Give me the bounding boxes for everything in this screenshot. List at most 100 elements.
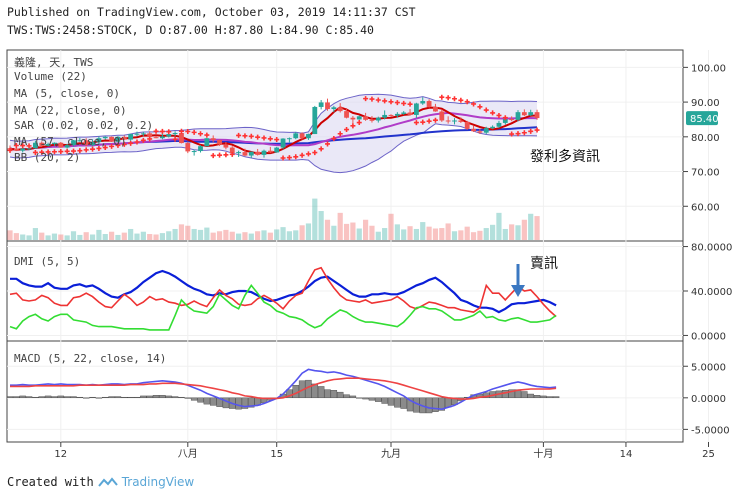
sar-point	[77, 148, 83, 154]
sar-point	[521, 130, 527, 136]
candle-body	[96, 138, 102, 143]
sar-point	[369, 96, 375, 102]
volume-bar	[324, 219, 331, 240]
sar-point	[229, 151, 235, 157]
volume-bar	[331, 225, 337, 240]
candle-body	[115, 136, 121, 142]
candle-body	[52, 142, 57, 145]
sar-point	[350, 123, 356, 129]
sar-point	[394, 100, 400, 106]
candle-body	[77, 140, 83, 142]
footer-brand[interactable]: TradingView	[121, 475, 195, 489]
sar-point	[502, 115, 508, 121]
sar-point	[293, 154, 299, 160]
x-tick-label: 九月	[381, 448, 401, 460]
candle-body	[356, 116, 362, 120]
sar-point	[261, 135, 267, 141]
candle-body	[179, 132, 184, 144]
volume-bar	[534, 216, 540, 240]
volume-bar	[39, 232, 45, 240]
macd-hist-bar	[102, 396, 109, 399]
sar-point	[452, 96, 457, 102]
x-tick-label: 14	[620, 449, 633, 460]
sar-point	[420, 119, 426, 125]
macd-hist-bar	[425, 397, 433, 414]
macd-hist-bar	[171, 396, 179, 399]
bb-upper-line	[9, 93, 538, 142]
candle-body	[382, 114, 388, 118]
legend-sar: SAR (0.02, 0.02, 0.2)	[14, 119, 153, 132]
volume-bar	[51, 233, 58, 240]
macd-hist-bar	[25, 396, 33, 399]
macd-hist-bar	[70, 396, 77, 399]
volume-bar	[382, 228, 388, 240]
macd-hist-bar	[552, 396, 560, 399]
sar-point	[7, 147, 13, 153]
candle-body	[502, 119, 508, 123]
macd-hist-bar	[165, 395, 172, 399]
annotation-bullish-news: 發利多資訊	[530, 148, 600, 165]
candle-body	[39, 142, 45, 146]
candle-body	[375, 117, 381, 121]
candle-body	[20, 148, 26, 151]
volume-bar	[515, 225, 521, 240]
sar-point	[432, 117, 438, 123]
macd-hist-bar	[152, 395, 160, 399]
volume-bar	[13, 233, 19, 240]
candle-body	[198, 146, 203, 152]
candle-body	[147, 133, 153, 138]
volume-bar	[445, 223, 451, 240]
sar-point	[90, 146, 96, 152]
candle-body	[483, 128, 489, 133]
volume-bar	[439, 228, 445, 240]
sar-point	[477, 104, 483, 110]
macd-hist-bar	[248, 397, 255, 408]
sar-point	[363, 96, 369, 102]
sar-point	[299, 152, 305, 158]
volume-bar	[388, 213, 394, 240]
x-axis-labels: 12 八月 15 九月 十月 14 25	[54, 442, 715, 460]
di_minus-line	[9, 266, 557, 318]
legend-bb: BB (20, 2)	[14, 151, 80, 164]
candle-body	[261, 150, 267, 155]
sar-point	[109, 143, 115, 149]
volume-bar	[521, 219, 527, 240]
macd-hist-bar	[108, 396, 115, 399]
sar-point	[223, 152, 229, 158]
price-axis-tick-label: 60.00	[691, 202, 720, 213]
sar-point	[496, 112, 502, 118]
volume-bar	[134, 233, 140, 240]
candle-body	[248, 151, 254, 156]
macd-hist-bar	[324, 389, 331, 399]
macd-hist-bar	[63, 396, 71, 399]
volume-bar	[223, 229, 229, 240]
macd-line	[10, 368, 557, 411]
macd-hist-bar	[432, 397, 439, 412]
candle-body	[236, 152, 241, 154]
candle-body	[90, 142, 95, 146]
candle-body	[299, 133, 305, 139]
sar-point	[13, 143, 19, 148]
sar-point	[515, 131, 521, 137]
volume-bar	[470, 232, 477, 240]
x-tick-label: 15	[270, 449, 283, 460]
sar-point	[464, 99, 470, 105]
candle-body	[509, 119, 515, 121]
candle-body	[210, 138, 216, 140]
volume-bar	[432, 228, 439, 240]
candle-body	[13, 148, 19, 151]
macd-hist-bar	[13, 396, 20, 399]
volume-bar	[305, 223, 312, 240]
sar-point	[83, 147, 89, 153]
volume-bar	[216, 231, 223, 240]
candle-body	[515, 112, 521, 120]
macd-hist-bar	[121, 396, 128, 399]
candle-body	[426, 101, 432, 107]
macd-hist-bar	[330, 390, 338, 399]
macd-hist-bar	[356, 397, 363, 399]
published-line: Published on TradingView.com, October 03…	[7, 5, 416, 19]
volume-bar	[299, 225, 305, 240]
macd-hist-bar	[114, 396, 122, 399]
volume-bar	[280, 227, 286, 240]
